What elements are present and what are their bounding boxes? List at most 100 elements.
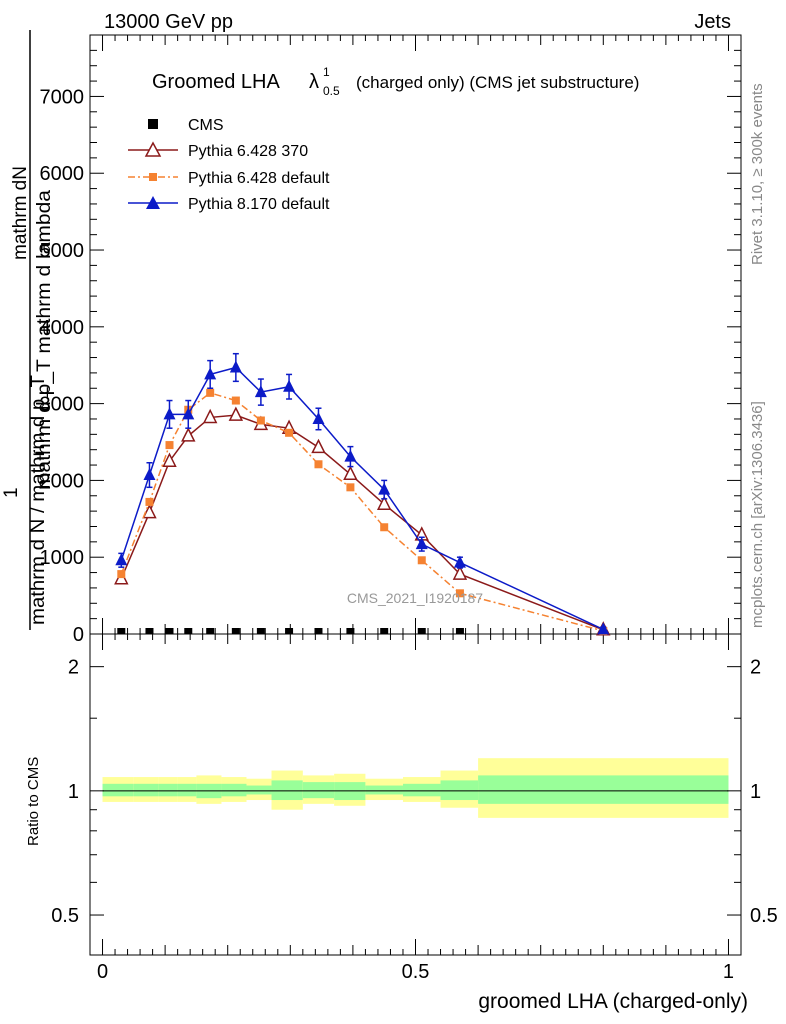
ratio-tick-label-right: 0.5 xyxy=(750,905,778,927)
title-suffix: (charged only) (CMS jet substructure) xyxy=(356,73,639,92)
x-tick-label: 1 xyxy=(723,961,734,983)
series-0-point xyxy=(184,628,193,634)
series-3-point xyxy=(229,360,242,373)
series-1-point xyxy=(376,495,392,510)
series-3-point xyxy=(115,553,128,566)
series-0-point xyxy=(231,628,240,634)
series-3-point xyxy=(597,622,610,635)
series-3-point xyxy=(378,482,391,495)
ratio-band-inner-2 xyxy=(158,783,178,797)
x-axis-label: groomed LHA (charged-only) xyxy=(478,990,748,1013)
series-0-point xyxy=(417,628,426,634)
ratio-band-inner-8 xyxy=(302,782,335,799)
series-2-point xyxy=(256,416,265,425)
series-1-point xyxy=(162,452,177,467)
ratio-tick-label-left: 0.5 xyxy=(51,905,79,927)
y-label-one: 1 xyxy=(1,487,22,498)
legend-label-py6-370: Pythia 6.428 370 xyxy=(188,143,308,160)
series-3-point xyxy=(182,407,195,420)
series-0-point xyxy=(165,628,174,634)
legend-label-cms: CMS xyxy=(188,117,224,134)
y-label-denominator: mathrm d N / mathrm d p_T xyxy=(28,375,49,625)
ratio-tick-label-right: 1 xyxy=(750,781,761,803)
y-tick-label: 1000 xyxy=(40,547,85,569)
x-tick-label: 0 xyxy=(97,961,108,983)
watermark: CMS_2021_I1920187 xyxy=(347,590,483,606)
series-1-point xyxy=(228,406,244,421)
series-3-point xyxy=(254,385,267,398)
series-2-point xyxy=(285,428,294,437)
ratio-band-inner-11 xyxy=(402,783,441,797)
series-0-point xyxy=(380,628,389,634)
ratio-y-label: Ratio to CMS xyxy=(25,757,42,846)
series-2-point xyxy=(231,396,240,405)
series-2-point xyxy=(346,483,355,492)
legend-marker-py8 xyxy=(146,196,160,209)
series-0-point xyxy=(117,628,126,634)
series-2-point xyxy=(417,556,426,565)
header-left: 13000 GeV pp xyxy=(104,11,233,33)
series-2-point xyxy=(206,388,215,397)
series-3-point xyxy=(204,367,217,380)
series-1-point xyxy=(343,465,358,481)
series-1-point xyxy=(181,427,196,442)
ratio-band-inner-6 xyxy=(246,785,272,795)
series-2-point xyxy=(314,460,323,469)
legend-label-py8: Pythia 8.170 default xyxy=(188,196,330,213)
legend-marker-cms xyxy=(148,119,158,129)
ratio-band-inner-3 xyxy=(177,783,197,797)
y-tick-label: 5000 xyxy=(40,240,85,262)
series-1-point xyxy=(452,565,468,580)
y-label-numerator: mathrm dN xyxy=(10,166,31,260)
title-main: Groomed LHA xyxy=(152,71,280,93)
series-3-point xyxy=(163,407,176,420)
title-sup: 1 xyxy=(323,65,330,79)
ratio-band-inner-5 xyxy=(221,783,247,797)
y-tick-label: 6000 xyxy=(40,163,85,185)
series-3-point xyxy=(415,537,428,550)
series-3-point xyxy=(453,555,466,568)
series-3-point xyxy=(312,411,325,424)
ratio-band-inner-12 xyxy=(440,780,479,801)
y-tick-label: 4000 xyxy=(40,317,85,339)
header-right: Jets xyxy=(694,11,731,33)
ratio-tick-label-right: 2 xyxy=(750,657,761,679)
series-0-point xyxy=(314,628,323,634)
y-tick-label: 7000 xyxy=(40,86,85,108)
series-0-point xyxy=(145,628,154,634)
legend: CMS Pythia 6.428 370 Pythia 6.428 defaul… xyxy=(128,117,330,213)
ratio-band-inner-1 xyxy=(133,783,159,797)
series-0-point xyxy=(455,628,464,634)
plot-title: Groomed LHA λ 1 0.5 (charged only) (CMS … xyxy=(152,65,639,98)
series-layer xyxy=(114,352,611,636)
series-1-point xyxy=(311,438,326,454)
y-label-numerator-2: mathrm d p_T mathrm d lambda xyxy=(34,190,55,490)
series-1-point xyxy=(202,408,218,424)
title-symbol: λ xyxy=(309,71,319,93)
ratio-tick-label-left: 1 xyxy=(68,781,79,803)
series-2-point xyxy=(117,570,126,579)
series-2-point xyxy=(165,441,174,450)
series-3-point xyxy=(143,468,156,481)
ratio-band-inner-13 xyxy=(478,775,729,804)
series-1-line xyxy=(120,414,604,631)
series-2-point xyxy=(455,589,464,598)
ratio-band-inner-0 xyxy=(102,783,134,797)
legend-label-py6-default: Pythia 6.428 default xyxy=(188,170,330,187)
ratio-band-inner-7 xyxy=(271,780,303,801)
series-0-point xyxy=(285,628,294,634)
series-3-point xyxy=(283,379,296,392)
mcplots-text: mcplots.cern.ch [arXiv:1306.3436] xyxy=(749,401,766,628)
y-axis-label: mathrm dN mathrm d p_T mathrm d lambda 1… xyxy=(1,30,55,630)
ratio-tick-label-left: 2 xyxy=(68,657,79,679)
x-tick-label: 0.5 xyxy=(402,961,430,983)
title-sub: 0.5 xyxy=(323,84,340,98)
series-2-point xyxy=(145,497,154,506)
series-3-point xyxy=(344,449,357,462)
y-tick-label: 2000 xyxy=(40,470,85,492)
series-2-point xyxy=(380,523,389,532)
series-1-point xyxy=(142,503,157,519)
series-0-point xyxy=(206,628,215,634)
ratio-band-layer xyxy=(102,758,729,818)
